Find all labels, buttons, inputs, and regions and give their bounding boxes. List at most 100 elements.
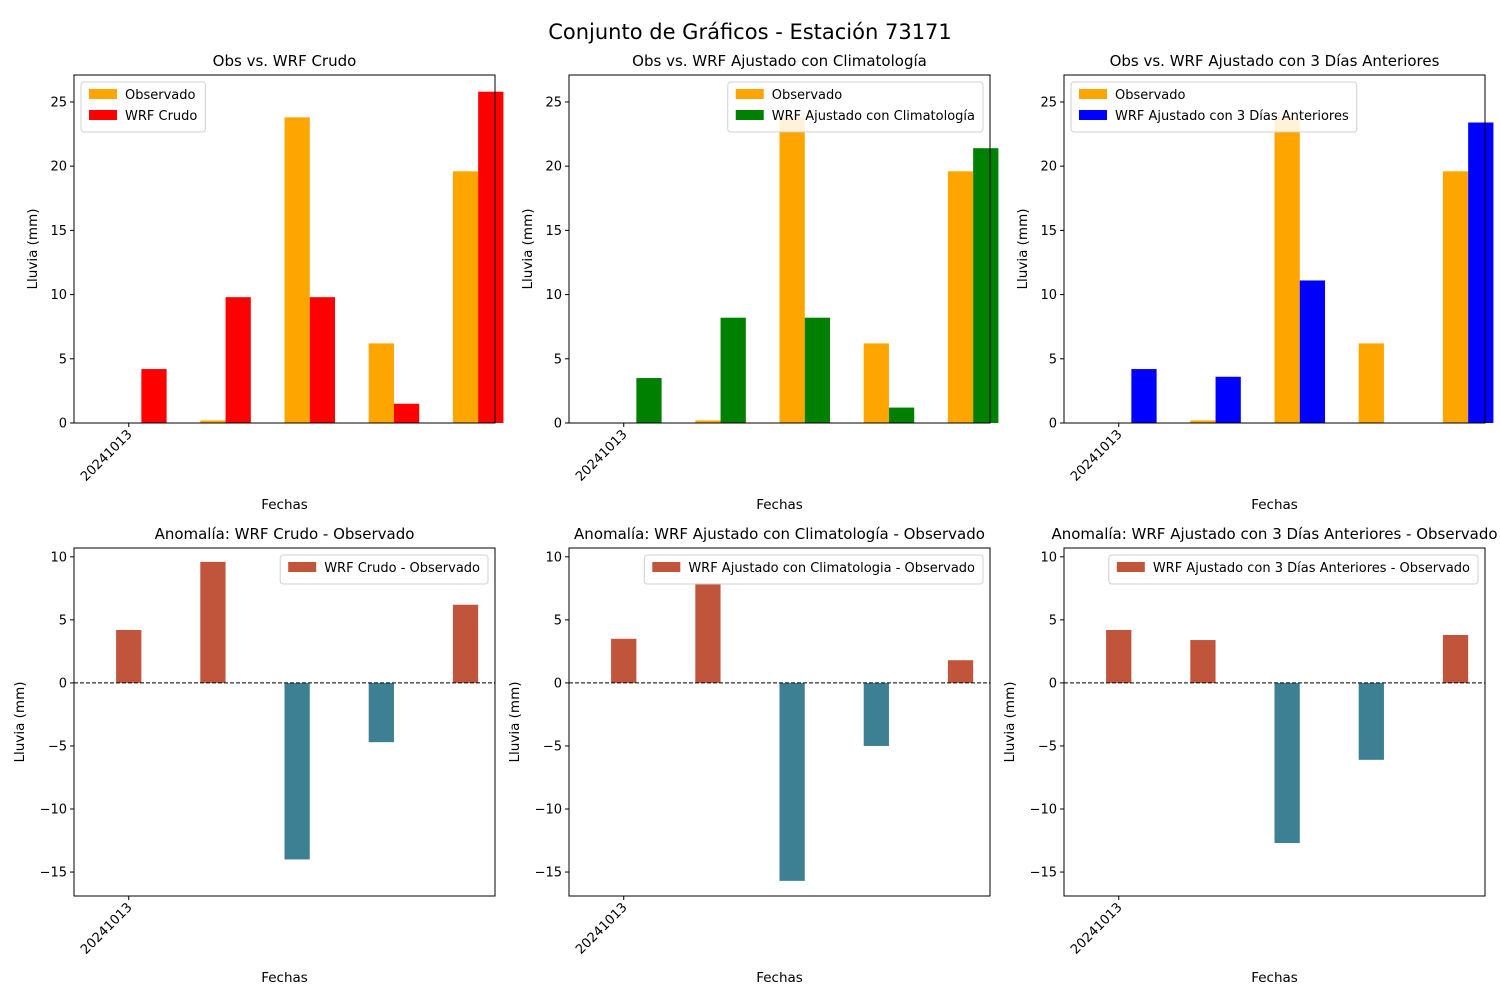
x-axis-label: Fechas: [756, 970, 803, 986]
chart-title: Anomalía: WRF Ajustado con 3 Días Anteri…: [1051, 525, 1497, 543]
legend: WRF Crudo - Observado: [279, 554, 489, 585]
bar-wrf: [1299, 280, 1326, 423]
anomaly-bar: [1274, 682, 1300, 844]
chart-panel-4: −15 −10 −5 0 5 10 20241013 Anomalía: WRF Crudo …: [12, 525, 496, 986]
bar-wrf: [973, 148, 999, 424]
y-tick-label: 10: [50, 288, 67, 303]
legend-label: WRF Ajustado con Climatologia - Observad…: [688, 561, 975, 576]
x-axis-label: Fechas: [756, 497, 803, 513]
legend-swatch: [89, 110, 117, 120]
legend: Observado WRF Ajustado con 3 Días Anterio…: [1070, 81, 1358, 133]
legend-swatch: [735, 110, 764, 120]
y-tick-label: −5: [543, 739, 562, 754]
bar-wrf: [720, 317, 746, 423]
bar-observado: [1442, 171, 1469, 423]
legend-swatch: [89, 89, 117, 99]
legend-swatch: [1079, 110, 1107, 120]
x-axis-label: Fechas: [1251, 970, 1298, 986]
y-tick-label: −5: [1038, 739, 1057, 754]
x-tick-label: 20241013: [78, 427, 135, 484]
y-tick-label: −15: [535, 866, 562, 881]
x-axis-label: Fechas: [261, 970, 308, 986]
chart-title: Anomalía: WRF Ajustado con Climatología …: [574, 525, 985, 543]
x-tick-label: 20241013: [1068, 427, 1125, 484]
y-tick-label: −15: [40, 866, 67, 881]
bar-observado: [368, 343, 394, 423]
bar-observado: [779, 117, 805, 424]
x-tick-label: 20241013: [573, 900, 630, 957]
y-tick-label: 0: [554, 676, 562, 691]
chart-panel-6: −15 −10 −5 0 5 10 20241013 Anomalía: WRF Ajusta…: [1002, 525, 1498, 986]
y-axis-label: Lluvia (mm): [507, 682, 523, 763]
y-tick-label: 25: [50, 95, 67, 110]
anomaly-bar: [284, 682, 310, 860]
y-tick-label: −10: [535, 803, 562, 818]
anomaly-bar: [368, 682, 394, 743]
bar-observado: [284, 117, 310, 424]
y-tick-label: 0: [59, 676, 67, 691]
anomaly-bar: [1190, 640, 1216, 683]
bar-observado: [1358, 343, 1384, 423]
chart-title: Anomalía: WRF Crudo - Observado: [155, 525, 415, 543]
anomaly-bar: [200, 561, 226, 683]
anomaly-bar: [1358, 682, 1384, 760]
bar-wrf: [636, 378, 662, 423]
bar-wrf: [888, 407, 915, 423]
axes-frame: [73, 74, 496, 424]
legend-swatch: [288, 562, 317, 572]
y-tick-label: 25: [1040, 95, 1057, 110]
legend-box: [1070, 81, 1358, 133]
chart-title: Obs vs. WRF Ajustado con Climatología: [632, 52, 927, 70]
bar-observado: [452, 171, 479, 423]
x-axis-label: Fechas: [261, 497, 308, 513]
y-tick-label: 20: [50, 160, 67, 175]
legend-label: WRF Ajustado con Climatología: [772, 109, 975, 124]
y-tick-label: 20: [1040, 160, 1057, 175]
legend: Observado WRF Crudo: [80, 81, 206, 133]
chart-panel-1: 0 5 10 15 20 25 20241013 Obs vs. WRF Crudo Fecha…: [25, 52, 504, 513]
axes-frame: [568, 74, 991, 424]
bar-wrf: [141, 369, 167, 423]
legend-swatch: [1116, 562, 1145, 572]
bar-wrf: [225, 297, 251, 423]
y-tick-label: 10: [1040, 288, 1057, 303]
y-tick-label: 5: [59, 352, 67, 367]
legend-box: [727, 81, 984, 133]
anomaly-bar: [452, 604, 479, 683]
legend-label: WRF Crudo - Observado: [324, 561, 480, 576]
legend-label: WRF Ajustado con 3 Días Anteriores: [1115, 109, 1349, 124]
legend-box: [643, 554, 984, 585]
legend-label: Observado: [1115, 88, 1186, 103]
y-tick-label: 5: [1049, 613, 1057, 628]
y-tick-label: 15: [1040, 224, 1057, 239]
chart-title: Obs vs. WRF Ajustado con 3 Días Anterior…: [1110, 52, 1440, 70]
y-axis-label: Lluvia (mm): [12, 682, 28, 763]
chart-panel-5: −15 −10 −5 0 5 10 20241013 Anomalía: WRF Ajusta…: [507, 525, 991, 986]
legend-swatch: [1079, 89, 1107, 99]
chart-panel-3: 0 5 10 15 20 25 20241013 Obs vs. WRF Ajustado c…: [1015, 52, 1494, 513]
axes-frame: [1063, 74, 1486, 424]
y-tick-label: −10: [40, 803, 67, 818]
bar-wrf: [393, 403, 420, 423]
legend-label: Observado: [125, 88, 196, 103]
legend-label: WRF Crudo: [125, 109, 197, 124]
axes-frame: [1063, 547, 1486, 897]
y-tick-label: 5: [59, 613, 67, 628]
bar-observado: [863, 343, 889, 423]
bar-wrf: [1215, 376, 1241, 423]
x-tick-label: 20241013: [78, 900, 135, 957]
x-axis-label: Fechas: [1251, 497, 1298, 513]
y-tick-label: 0: [1049, 417, 1057, 432]
y-tick-label: 20: [545, 160, 562, 175]
y-tick-label: −10: [1030, 803, 1057, 818]
y-tick-label: 0: [1049, 676, 1057, 691]
bar-observado: [695, 420, 721, 423]
bar-wrf: [1131, 369, 1157, 423]
bar-observado: [1190, 420, 1216, 423]
legend-label: Observado: [772, 88, 843, 103]
y-tick-label: 0: [554, 417, 562, 432]
anomaly-bar: [695, 583, 721, 683]
legend-box: [1108, 554, 1479, 585]
y-tick-label: 0: [59, 417, 67, 432]
